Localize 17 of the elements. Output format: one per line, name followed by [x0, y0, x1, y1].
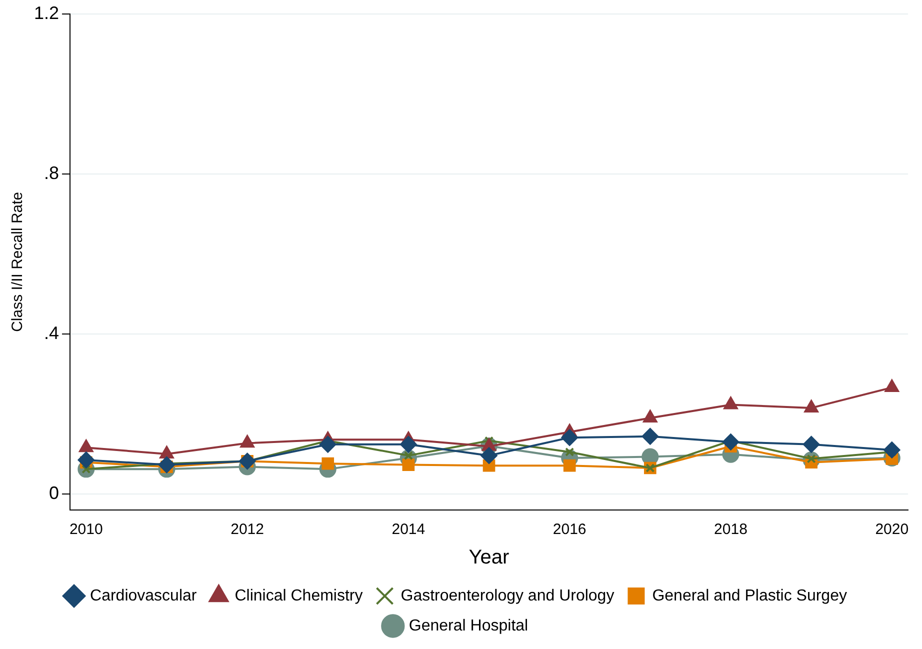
x-axis-title: Year	[468, 546, 510, 569]
legend-label: General and Plastic Surgey	[652, 587, 847, 604]
x-tick-label: 2018	[714, 521, 748, 538]
x-tick-label: 2016	[552, 521, 586, 538]
y-tick-label: 1.2	[34, 2, 60, 23]
x-tick-label: 2014	[392, 521, 426, 538]
x-tick-label: 2010	[69, 521, 103, 538]
legend-label: Gastroenterology and Urology	[400, 587, 614, 604]
x-tick-label: 2020	[875, 521, 909, 538]
y-tick-label: .4	[44, 322, 60, 343]
legend-label: Clinical Chemistry	[234, 587, 363, 604]
legend-label: General Hospital	[408, 617, 528, 634]
x-tick-label: 2012	[230, 521, 264, 538]
y-tick-label: .8	[44, 162, 60, 183]
legend-label: Cardiovascular	[90, 587, 198, 604]
y-tick-label: 0	[49, 482, 60, 503]
y-axis-title: Class I/II Recall Rate	[9, 192, 26, 332]
